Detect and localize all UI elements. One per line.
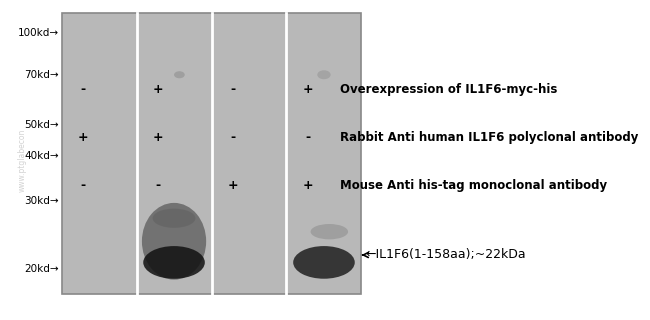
Text: -: - [230,131,235,144]
Text: Rabbit Anti human IL1F6 polyclonal antibody: Rabbit Anti human IL1F6 polyclonal antib… [340,131,638,144]
Text: +: + [303,83,313,96]
Ellipse shape [142,203,206,280]
Ellipse shape [293,246,355,279]
Ellipse shape [143,246,205,279]
Text: www.ptglabecon: www.ptglabecon [18,128,27,192]
Text: Overexpression of IL1F6-myc-his: Overexpression of IL1F6-myc-his [340,83,558,96]
Text: +: + [227,179,239,192]
Text: -: - [155,179,161,192]
Text: 50kd→: 50kd→ [24,120,59,131]
Text: -: - [81,83,86,96]
Text: Mouse Anti his-tag monoclonal antibody: Mouse Anti his-tag monoclonal antibody [340,179,607,192]
Text: +: + [78,131,88,144]
Ellipse shape [317,70,331,79]
Ellipse shape [153,209,196,228]
Text: 20kd→: 20kd→ [24,264,59,274]
Text: 100kd→: 100kd→ [18,28,59,37]
Text: +: + [303,179,313,192]
Text: -: - [306,131,311,144]
Text: +: + [153,131,163,144]
Text: -: - [230,83,235,96]
Text: ←IL1F6(1-158aa);~22kDa: ←IL1F6(1-158aa);~22kDa [363,248,526,261]
Ellipse shape [311,224,348,239]
Text: +: + [153,83,163,96]
Bar [62,13,361,294]
Text: 40kd→: 40kd→ [24,151,59,161]
Text: -: - [81,179,86,192]
Ellipse shape [174,71,185,78]
Text: 70kd→: 70kd→ [24,70,59,80]
Text: 30kd→: 30kd→ [24,196,59,206]
